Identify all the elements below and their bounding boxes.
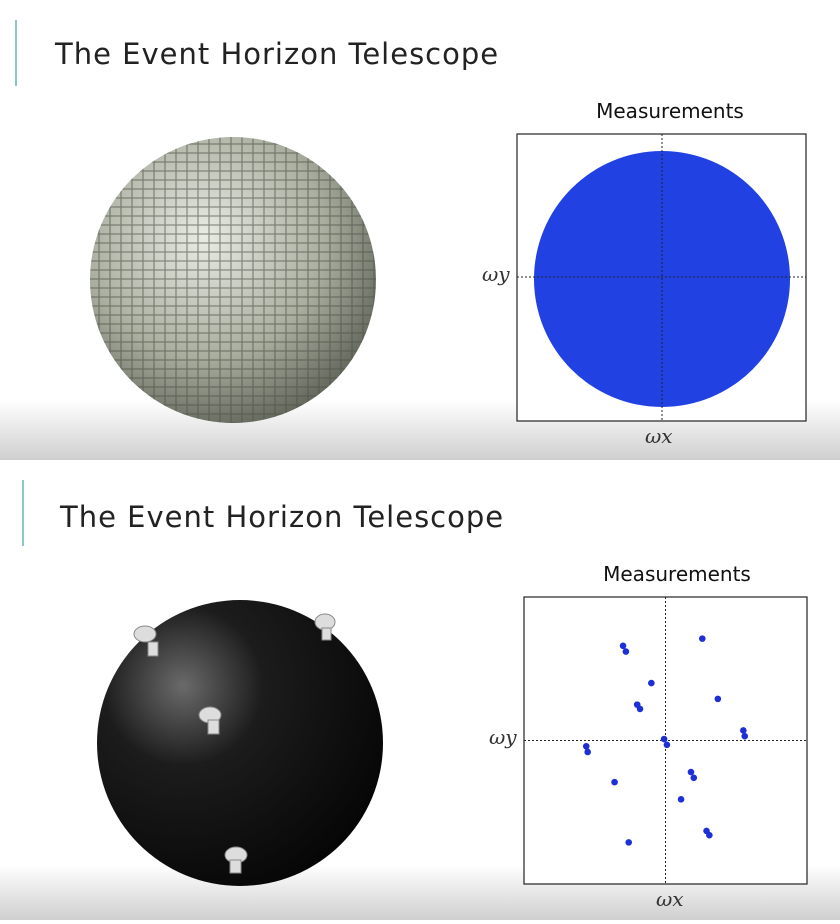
data-point bbox=[677, 796, 685, 803]
slide-title: The Event Horizon Telescope bbox=[59, 500, 504, 534]
x-axis-label: ωx bbox=[645, 424, 673, 448]
data-point bbox=[619, 642, 627, 650]
data-point bbox=[690, 774, 698, 782]
plot-title: Measurements bbox=[596, 99, 744, 123]
x-axis-label: ωx bbox=[656, 887, 684, 911]
data-point bbox=[660, 735, 668, 743]
disco-ball bbox=[90, 137, 376, 423]
data-point bbox=[622, 648, 630, 655]
data-point bbox=[740, 727, 747, 734]
data-point bbox=[663, 741, 671, 749]
data-point bbox=[625, 839, 633, 846]
data-point bbox=[611, 778, 618, 786]
divider bbox=[0, 460, 840, 466]
data-point bbox=[584, 748, 591, 756]
data-point bbox=[582, 742, 590, 750]
data-point bbox=[741, 732, 749, 740]
data-point bbox=[648, 679, 655, 687]
data-point bbox=[706, 831, 713, 839]
earth-sphere bbox=[97, 600, 383, 886]
slide-title: The Event Horizon Telescope bbox=[54, 37, 499, 71]
slide: The Event Horizon Telescope Measurements… bbox=[0, 20, 840, 460]
data-point bbox=[687, 768, 695, 776]
slide: The Event Horizon Telescope Measurements… bbox=[0, 480, 840, 920]
data-point bbox=[698, 635, 706, 642]
data-point bbox=[714, 695, 722, 703]
y-axis-label: ωy bbox=[489, 725, 517, 749]
data-point bbox=[636, 705, 644, 713]
y-axis-label: ωy bbox=[482, 262, 510, 286]
plot-title: Measurements bbox=[603, 562, 751, 586]
